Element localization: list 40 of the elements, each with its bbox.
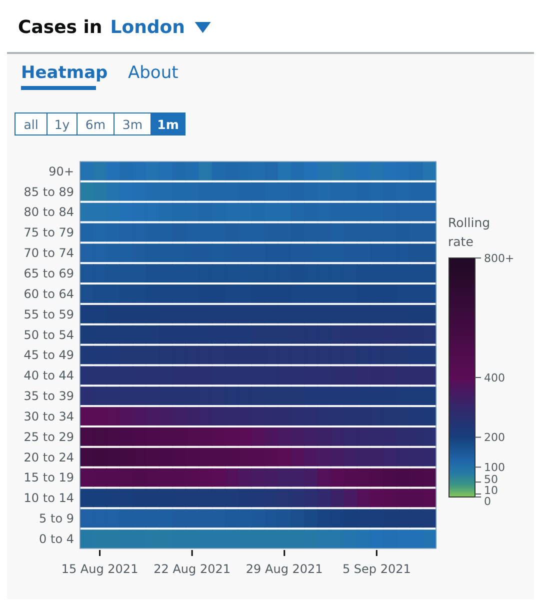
color-bar-label: 200 (484, 431, 505, 444)
x-tick-label: 29 Aug 2021 (246, 562, 323, 576)
y-tick-label: 20 to 24 (24, 450, 74, 464)
y-tick-label: 15 to 19 (24, 470, 74, 485)
chart-title: Cases in (18, 17, 102, 38)
y-tick-label: 10 to 14 (24, 491, 74, 506)
text: all (24, 117, 38, 132)
color-bar-label: 0 (484, 494, 491, 508)
y-tick-label: 30 to 34 (24, 409, 74, 424)
y-tick-label: 65 to 69 (24, 266, 74, 281)
text: 1y (54, 117, 70, 132)
text: 1m (157, 117, 179, 132)
x-tick-label: 22 Aug 2021 (154, 562, 231, 576)
y-tick-label: 70 to 74 (24, 246, 74, 260)
y-tick-label: 55 to 59 (24, 307, 74, 322)
color-bar-label: 50 (484, 472, 498, 486)
x-tick-label: 15 Aug 2021 (61, 562, 138, 576)
y-tick-label: 40 to 44 (24, 368, 74, 383)
color-bar-label: 800+ (484, 252, 514, 265)
color-bar-label: 100 (484, 460, 505, 474)
text: About (128, 63, 179, 83)
text: 3m (122, 117, 143, 132)
y-tick-label: 45 to 49 (24, 348, 74, 362)
y-tick-label: 80 to 84 (24, 205, 74, 220)
text: Heatmap (21, 63, 108, 83)
y-tick-label: 75 to 79 (24, 226, 74, 240)
y-tick-label: 35 to 39 (24, 389, 74, 404)
color-bar-label: 400 (484, 371, 505, 384)
y-tick-label: 0 to 4 (39, 532, 74, 546)
y-tick-label: 85 to 89 (24, 184, 74, 199)
y-tick-label: 25 to 29 (24, 430, 74, 444)
text: 6m (85, 117, 106, 132)
y-tick-label: 5 to 9 (39, 512, 74, 526)
x-tick-label: 5 Sep 2021 (342, 562, 411, 576)
y-tick-label: 60 to 64 (24, 286, 74, 301)
y-tick-label: 50 to 54 (24, 328, 74, 342)
chart-subtitle: London (110, 17, 185, 38)
color-bar-title: Rolling rate (448, 215, 490, 249)
y-tick-label: 90+ (48, 164, 74, 178)
color-bar-label: 10 (484, 484, 498, 497)
